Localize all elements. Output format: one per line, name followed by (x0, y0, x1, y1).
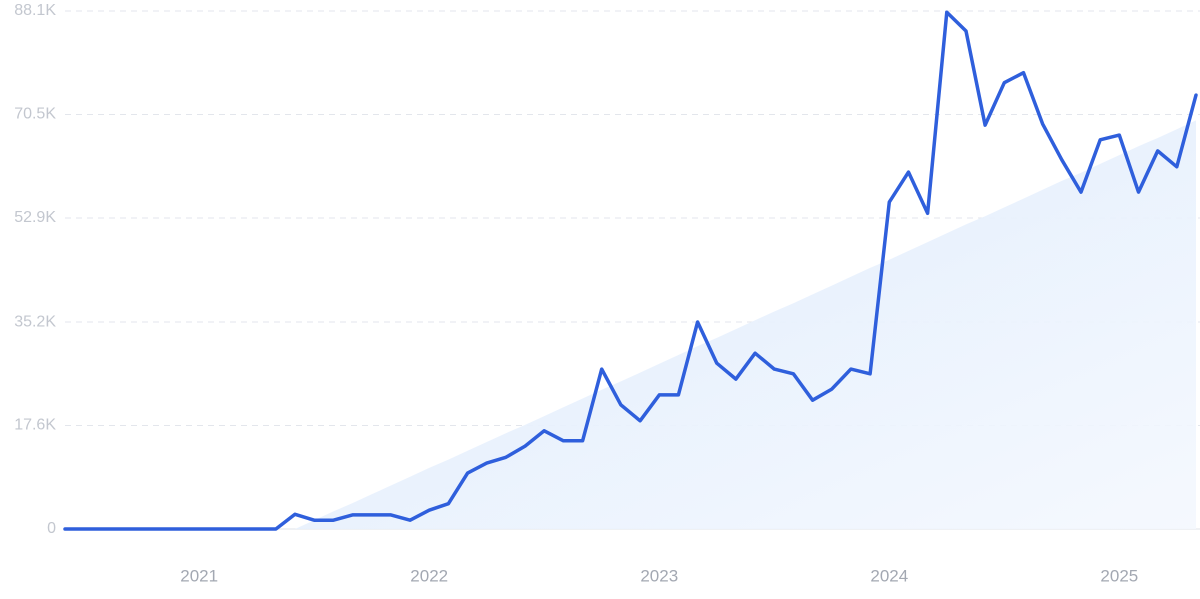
y-tick-label: 35.2K (14, 313, 56, 330)
x-tick-label: 2022 (410, 566, 448, 585)
x-tick-label: 2021 (180, 566, 218, 585)
x-tick-label: 2025 (1100, 566, 1138, 585)
x-tick-label: 2024 (870, 566, 908, 585)
x-tick-label: 2023 (640, 566, 678, 585)
y-tick-label: 52.9K (14, 209, 56, 226)
y-tick-label: 88.1K (14, 2, 56, 19)
data-line (63, 10, 1198, 531)
trend-area (295, 120, 1196, 530)
y-tick-label: 0 (47, 520, 56, 537)
y-tick-label: 17.6K (14, 417, 56, 434)
y-tick-label: 70.5K (14, 106, 56, 123)
